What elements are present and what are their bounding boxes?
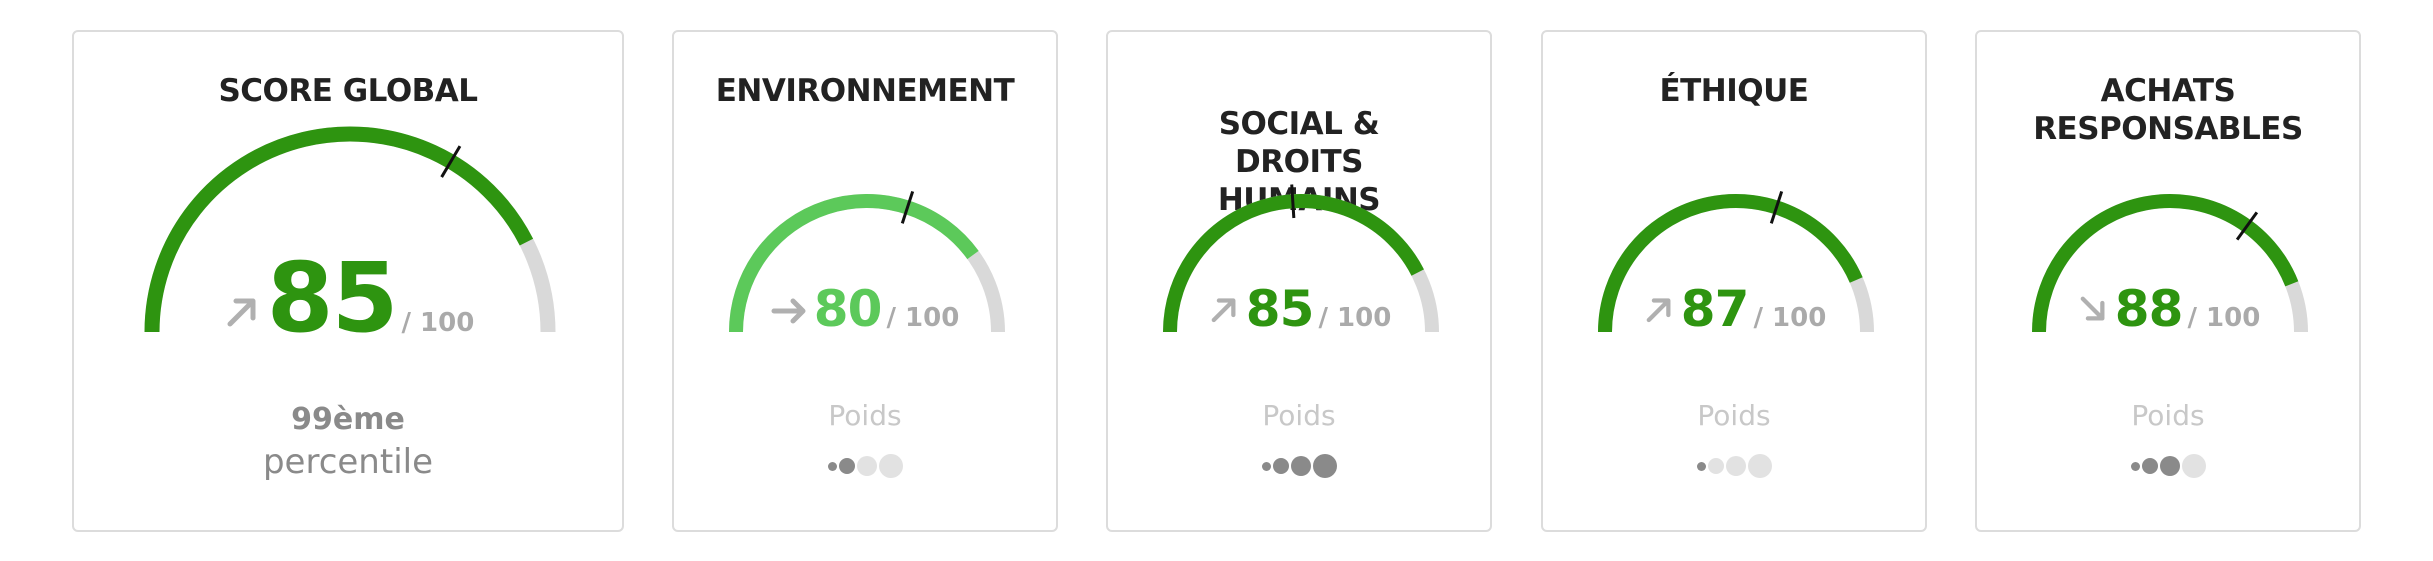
score-card-social: SOCIAL & DROITS HUMAINS 85 / 100 Poids — [1106, 30, 1492, 532]
card-title: SOCIAL & DROITS HUMAINS — [1217, 106, 1381, 218]
gauge-marker — [1769, 190, 1784, 224]
weight-dot — [2141, 458, 2158, 474]
score-gauge — [1598, 190, 1874, 333]
score-display: 80 / 100 — [674, 280, 1056, 338]
score-denominator: / 100 — [1318, 303, 1392, 333]
weight-dot — [1696, 461, 1706, 471]
weight-dot — [838, 458, 855, 474]
score-gauge — [144, 126, 556, 333]
arrow-up-right-icon — [1207, 292, 1241, 330]
arrow-right-icon — [771, 296, 809, 330]
gauge-fill — [1163, 194, 1424, 333]
score-card-environnement: ENVIRONNEMENT 80 / 100 Poids — [672, 30, 1058, 532]
arrow-down-right-icon — [2076, 292, 2110, 330]
score-card-global: SCORE GLOBAL 85 / 100 99ème percentile — [72, 30, 624, 532]
weight-indicator — [1543, 454, 1925, 478]
gauge-fill — [729, 194, 979, 333]
score-display: 85 / 100 — [74, 242, 622, 354]
arrow-up-right-icon — [1642, 292, 1676, 330]
weight-dot — [1261, 461, 1271, 471]
score-denominator: / 100 — [401, 308, 475, 338]
gauge-fill — [144, 126, 534, 333]
score-denominator: / 100 — [886, 303, 960, 333]
weight-label: Poids — [828, 399, 902, 432]
weight-dot — [827, 461, 837, 471]
score-display: 85 / 100 — [1108, 280, 1490, 338]
weight-indicator — [674, 454, 1056, 478]
card-title: SCORE GLOBAL — [218, 73, 478, 109]
gauge-marker — [900, 190, 915, 224]
percentile-block: 99ème percentile — [74, 400, 622, 484]
score-denominator: / 100 — [1753, 303, 1827, 333]
weight-dot — [2159, 456, 2180, 476]
score-gauge — [729, 190, 1005, 333]
score-card-achats: ACHATS RESPONSABLES 88 / 100 Poids — [1975, 30, 2361, 532]
weight-label: Poids — [2131, 399, 2205, 432]
score-value: 85 — [1245, 280, 1315, 338]
weight-label: Poids — [1697, 399, 1771, 432]
weight-dot — [1707, 458, 1724, 474]
gauge-marker — [440, 145, 462, 178]
weight-indicator — [1108, 454, 1490, 478]
weight-indicator — [1977, 454, 2359, 478]
weight-dot — [1290, 456, 1311, 476]
weight-dot — [1747, 454, 1772, 478]
score-gauge — [1163, 184, 1439, 333]
card-title: ACHATS RESPONSABLES — [2033, 73, 2303, 147]
card-title: ÉTHIQUE — [1659, 73, 1809, 109]
score-gauge — [2032, 194, 2308, 333]
weight-label: Poids — [1262, 399, 1336, 432]
score-denominator: / 100 — [2187, 303, 2261, 333]
gauge-marker — [1290, 184, 1296, 219]
weight-dot — [856, 456, 877, 476]
score-value: 80 — [813, 280, 883, 338]
score-display: 88 / 100 — [1977, 280, 2359, 338]
weight-dot — [1272, 458, 1289, 474]
arrow-up-right-icon — [222, 291, 262, 335]
percentile-value: 99 — [291, 402, 333, 437]
score-value: 88 — [2114, 280, 2184, 338]
percentile-label: percentile — [262, 442, 434, 482]
weight-dot — [878, 454, 903, 478]
weight-dot — [1312, 454, 1337, 478]
weight-dot — [1725, 456, 1746, 476]
gauge-marker — [2235, 211, 2259, 241]
card-title: ENVIRONNEMENT — [715, 73, 1015, 109]
gauge-fill — [2032, 194, 2299, 333]
score-value: 85 — [266, 242, 399, 354]
gauge-fill — [1598, 194, 1863, 333]
score-card-ethique: ÉTHIQUE 87 / 100 Poids — [1541, 30, 1927, 532]
weight-dot — [2181, 454, 2206, 478]
percentile-suffix: ème — [332, 402, 405, 437]
score-value: 87 — [1680, 280, 1750, 338]
weight-dot — [2130, 461, 2140, 471]
score-display: 87 / 100 — [1543, 280, 1925, 338]
